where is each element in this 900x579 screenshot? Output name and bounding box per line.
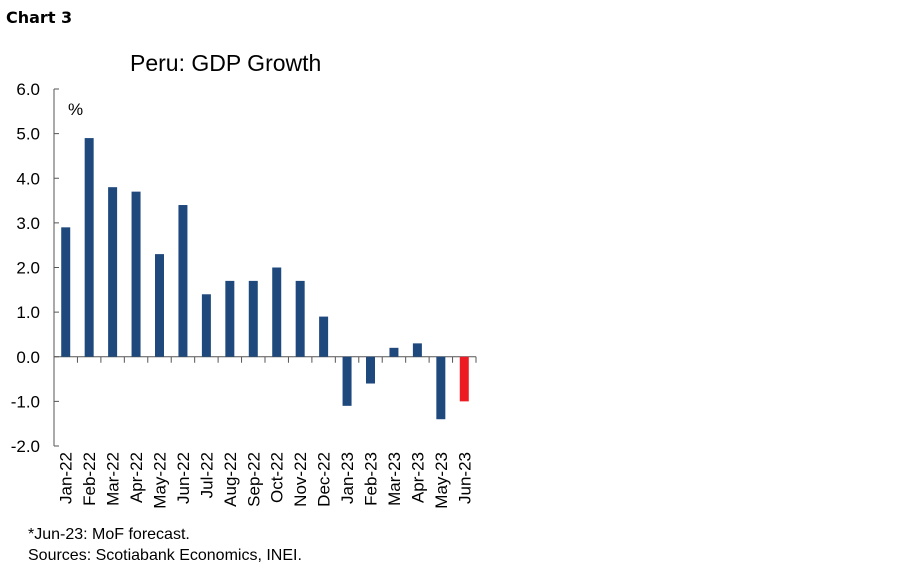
chart-number-label: Chart 3 [6,8,73,27]
bar-nov-22 [295,280,305,357]
bar-apr-22 [131,191,141,357]
bar-may-23 [436,356,446,420]
x-tick-label: Mar-23 [385,452,404,506]
forecast-footnote: *Jun-23: MoF forecast. [28,526,190,543]
y-tick-label: -1.0 [11,392,40,411]
bar-sep-22 [248,280,258,357]
x-tick-label: Feb-23 [362,452,381,506]
x-tick-label: Aug-22 [221,452,240,507]
x-tick-label: Jul-22 [197,452,216,498]
bar-feb-22 [84,138,94,357]
bar-feb-23 [366,356,375,384]
sources-footnote: Sources: Scotiabank Economics, INEI. [28,547,302,564]
x-tick-label: Sep-22 [244,452,263,507]
bar-apr-23 [412,343,422,357]
bar-jun-23 [459,356,469,402]
y-tick-label: 6.0 [16,80,40,99]
y-tick-label: 1.0 [16,303,40,322]
y-tick-label: 2.0 [16,259,40,278]
bar-jul-22 [201,294,211,357]
bar-aug-22 [225,280,235,357]
y-tick-label: 3.0 [16,214,40,233]
x-tick-label: Oct-22 [268,452,287,503]
x-tick-label: Apr-22 [127,452,146,503]
y-tick-label: 0.0 [16,348,40,367]
bar-may-22 [155,254,164,357]
bar-mar-22 [108,187,118,357]
y-tick-label: 5.0 [16,125,40,144]
x-tick-label: May-22 [151,452,170,509]
bar-dec-22 [319,316,329,357]
x-tick-label: Dec-22 [315,452,334,507]
x-tick-label: Jan-22 [57,452,76,504]
x-tick-label: Feb-22 [80,452,99,506]
bar-jan-23 [342,356,352,406]
bar-jun-22 [178,205,188,357]
x-tick-label: Apr-23 [408,452,427,503]
x-tick-label: Mar-22 [104,452,123,506]
bar-oct-22 [272,267,282,357]
bar-jan-22 [61,227,71,357]
y-tick-label: -2.0 [11,437,40,456]
bar-mar-23 [389,347,399,357]
x-tick-label: Nov-22 [291,452,310,507]
x-tick-label: Jun-23 [455,452,474,504]
x-tick-label: Jun-22 [174,452,193,504]
x-tick-label: Jan-23 [338,452,357,504]
y-unit-label: % [68,100,83,119]
x-tick-label: May-23 [432,452,451,509]
y-tick-label: 4.0 [16,169,40,188]
chart-title: Peru: GDP Growth [130,50,322,76]
